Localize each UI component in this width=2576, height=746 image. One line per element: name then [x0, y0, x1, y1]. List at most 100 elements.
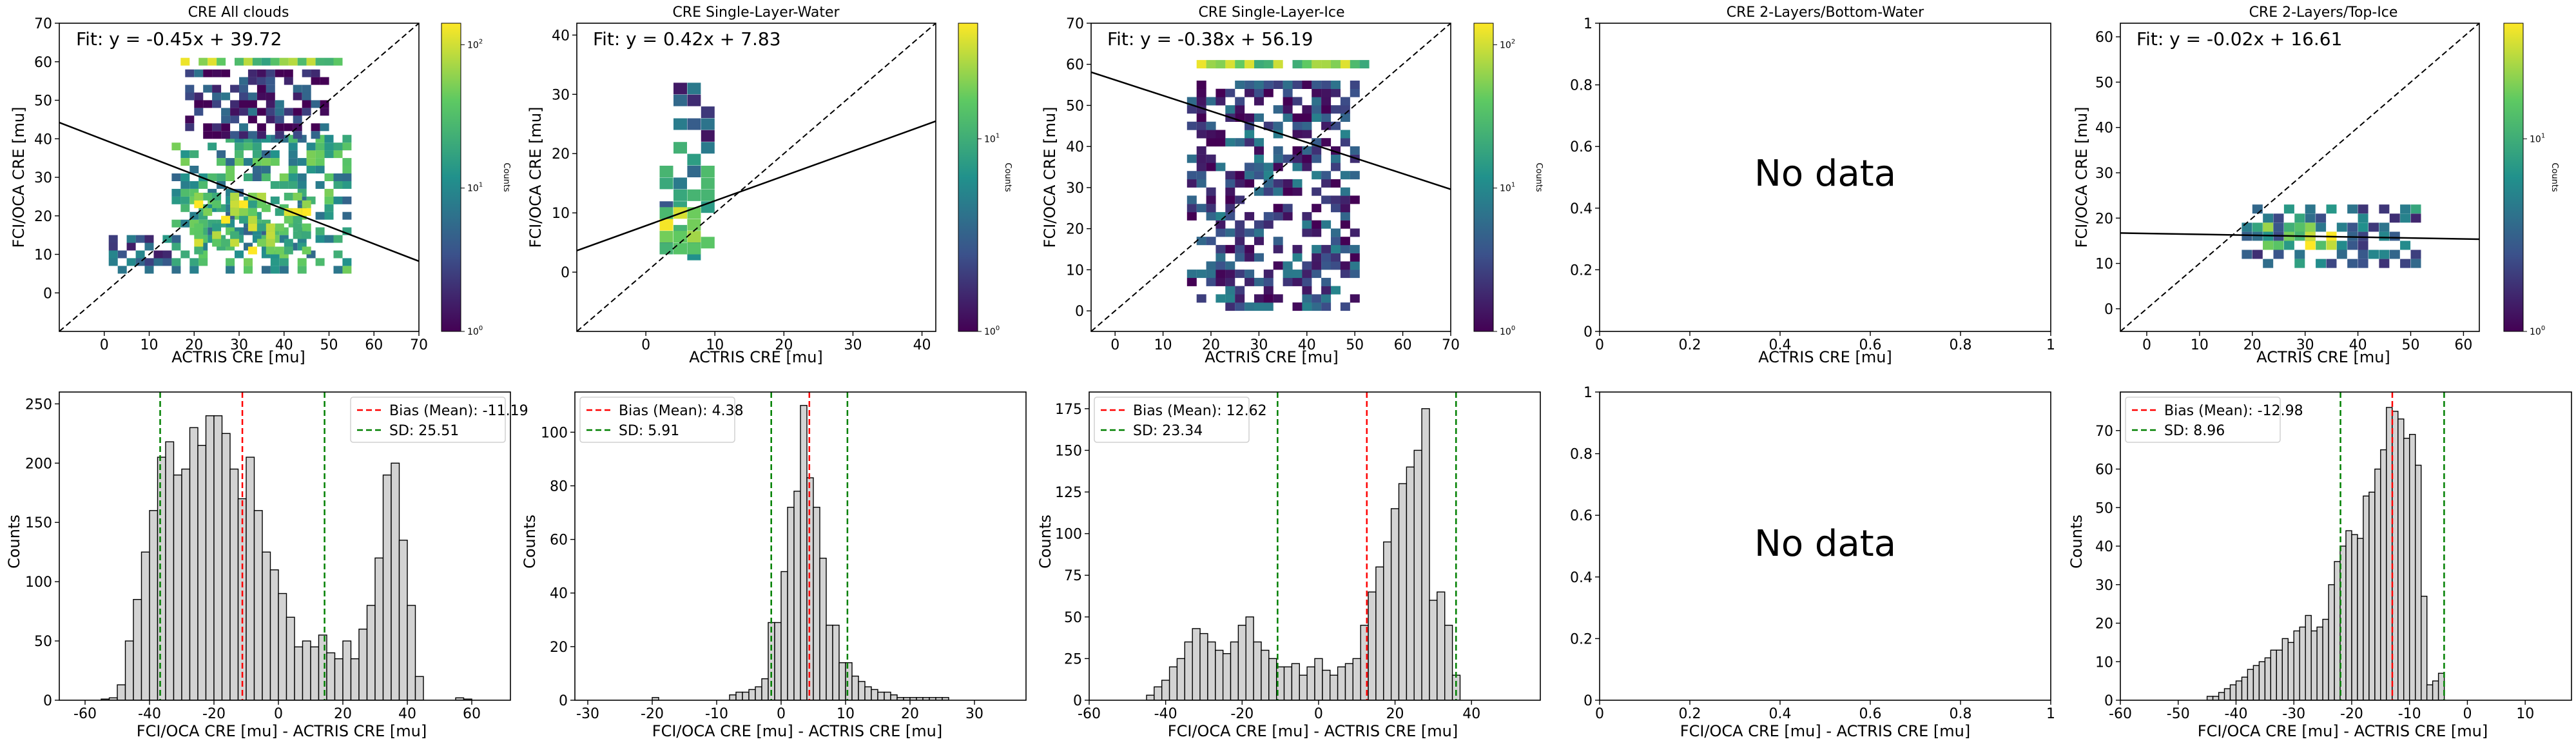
- histogram-bar: [2380, 449, 2387, 700]
- heatmap-cell: [302, 200, 311, 208]
- heatmap-cell: [257, 131, 266, 139]
- heatmap-cell: [1302, 270, 1312, 279]
- legend-box: [2125, 397, 2281, 443]
- heatmap-cell: [1283, 81, 1293, 89]
- heatmap-cell: [333, 173, 343, 181]
- heatmap-cell: [275, 69, 284, 77]
- histogram-bar: [1306, 666, 1315, 700]
- heatmap-cell: [1186, 211, 1197, 221]
- heatmap-cell: [257, 92, 266, 101]
- heatmap-cell: [293, 131, 302, 139]
- heatmap-cell: [1225, 195, 1235, 204]
- heatmap-cell: [1340, 237, 1350, 246]
- heatmap-cell: [1283, 204, 1293, 213]
- y-tick-label: 10: [2095, 654, 2113, 671]
- histogram-bar: [278, 593, 287, 700]
- y-tick-label: 0.4: [1570, 201, 1593, 217]
- fit-label: Fit: y = -0.02x + 16.61: [2136, 28, 2342, 50]
- heatmap-cell: [1340, 138, 1350, 147]
- heatmap-cell: [1321, 220, 1332, 229]
- heatmap-cell: [2347, 204, 2358, 214]
- heatmap-cell: [239, 200, 248, 208]
- x-tick-label: 20: [2243, 337, 2261, 353]
- heatmap-cell: [239, 77, 248, 85]
- heatmap-cell: [687, 166, 701, 177]
- histogram-bar: [832, 624, 840, 700]
- heatmap-cell: [302, 84, 311, 93]
- colorbar: [958, 23, 978, 332]
- one-to-one-line: [577, 23, 936, 331]
- heatmap-cell: [1350, 146, 1360, 155]
- heatmap-cell: [1283, 277, 1293, 286]
- heatmap-cell: [185, 84, 195, 93]
- histogram-bar: [221, 433, 231, 700]
- histogram-bar: [1299, 674, 1308, 700]
- x-tick-label: 40: [275, 337, 293, 353]
- histogram-bar: [1268, 658, 1277, 700]
- heatmap-cell: [1312, 294, 1322, 303]
- x-tick-label: -50: [2167, 706, 2190, 722]
- heatmap-cell: [162, 250, 172, 259]
- histogram-bar: [942, 697, 949, 700]
- heatmap-cell: [270, 196, 280, 204]
- heatmap-cell: [1321, 277, 1332, 286]
- heatmap-cell: [270, 266, 280, 274]
- heatmap-cell: [171, 196, 181, 204]
- heatmap-cell: [2263, 222, 2274, 232]
- heatmap-cell: [2316, 213, 2327, 223]
- heatmap-cell: [284, 123, 293, 132]
- histogram-bar: [851, 675, 859, 700]
- x-tick-label: 0: [1110, 337, 1119, 353]
- heatmap-cell: [1196, 97, 1206, 106]
- heatmap-cell: [1302, 286, 1312, 295]
- heatmap-cell: [1340, 187, 1350, 196]
- heatmap-cell: [302, 92, 311, 101]
- histogram-bar: [2368, 491, 2376, 700]
- histogram-bar: [1429, 600, 1438, 700]
- heatmap-cell: [2294, 250, 2305, 259]
- x-tick-label: 40: [913, 337, 931, 353]
- axes-frame: [1599, 23, 2051, 332]
- heatmap-cell: [1254, 162, 1264, 172]
- heatmap-cell: [180, 181, 190, 189]
- heatmap-cell: [342, 173, 352, 181]
- histogram-bar: [729, 694, 737, 700]
- heatmap-cell: [221, 92, 231, 101]
- y-tick-label: 60: [1066, 57, 1084, 74]
- heatmap-cell: [1321, 60, 1332, 69]
- heatmap-cell: [275, 223, 284, 231]
- x-tick-label: -10: [2398, 706, 2421, 722]
- heatmap-cell: [293, 215, 302, 224]
- y-tick-label: 0.4: [1570, 570, 1593, 586]
- heatmap-cell: [1235, 244, 1245, 253]
- heatmap-cell: [1244, 81, 1255, 89]
- heatmap-cell: [185, 115, 195, 124]
- heatmap-cell: [117, 266, 127, 274]
- histogram-bar: [2258, 661, 2266, 700]
- heatmap-cell: [247, 246, 257, 255]
- x-axis-label: ACTRIS CRE [mu]: [1758, 348, 1892, 366]
- no-data-label: No data: [1754, 153, 1896, 195]
- heatmap-cell: [212, 131, 222, 139]
- heatmap-cell: [279, 258, 289, 266]
- y-tick-label: 10: [2095, 257, 2113, 273]
- heatmap-cell: [203, 192, 213, 201]
- heatmap-cell: [1302, 277, 1312, 286]
- heatmap-cell: [1350, 195, 1360, 204]
- heatmap-cell: [2358, 259, 2368, 268]
- y-tick-label: 20: [2095, 616, 2113, 633]
- x-tick-label: 60: [365, 337, 383, 353]
- heatmap-cell: [293, 92, 302, 101]
- heatmap-cell: [1225, 302, 1235, 311]
- heatmap-cell: [1273, 60, 1283, 69]
- panel-two-layers-bottom-water-histogram: 0 0.2 0.4 0.6 0.8 1 0 0.2 0.4 0.6 0.8 1 No data FCI…: [1570, 385, 2055, 740]
- x-tick-label: 20: [185, 337, 203, 353]
- heatmap-cell: [1302, 211, 1312, 221]
- x-tick-label: 30: [965, 706, 983, 722]
- histogram-bar: [2305, 614, 2312, 700]
- y-tick-label: 30: [34, 170, 52, 186]
- y-tick-label: 75: [1064, 568, 1082, 584]
- x-tick-label: 70: [1442, 337, 1460, 353]
- histogram-bar: [890, 694, 898, 700]
- heatmap-cell: [1273, 187, 1283, 196]
